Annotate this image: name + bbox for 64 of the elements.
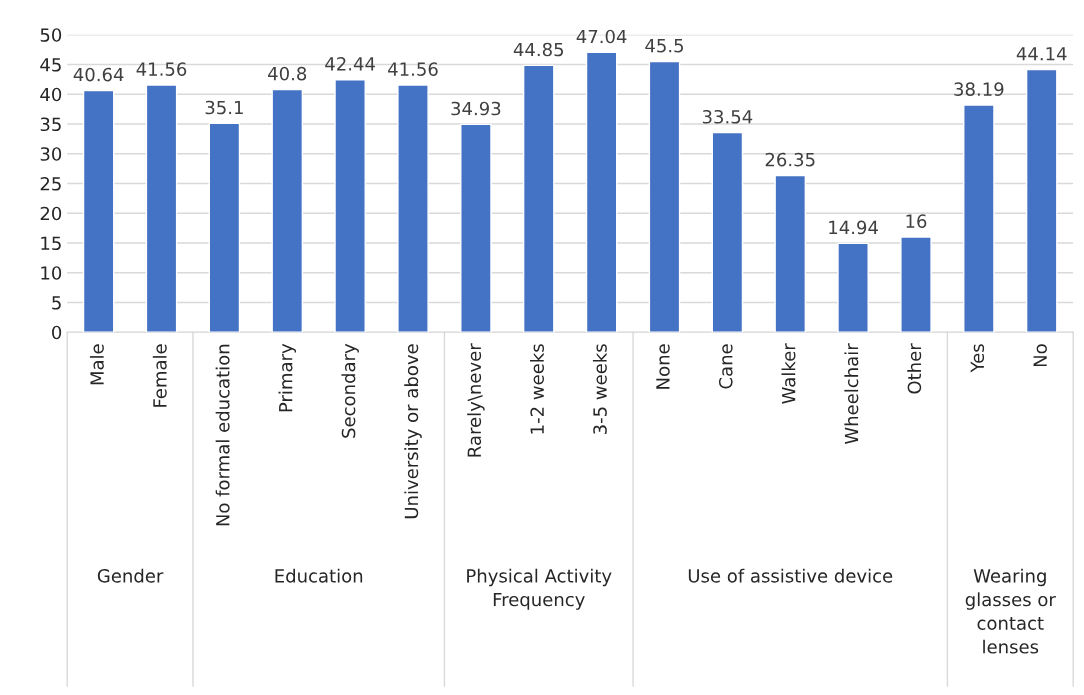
bar — [82, 89, 115, 333]
bar — [1025, 68, 1058, 333]
bar — [585, 51, 618, 333]
bar — [648, 60, 681, 333]
data-label: 26.35 — [765, 152, 815, 167]
data-label: 40.8 — [268, 66, 307, 81]
y-tick-label: 25 — [40, 176, 61, 191]
bar — [522, 64, 555, 333]
y-tick-label: 40 — [40, 87, 62, 102]
text: Gender — [97, 568, 164, 583]
bar — [397, 84, 429, 333]
data-label: 34.93 — [451, 101, 501, 116]
x-tick-label: Other — [907, 343, 922, 394]
y-tick-label: 10 — [41, 266, 62, 280]
x-tick-label: No — [1033, 344, 1047, 367]
text: Use of assistive device — [688, 568, 893, 583]
x-tick-label: None — [656, 344, 670, 389]
bar — [774, 174, 807, 333]
x-tick-label: 3-5 weeks — [592, 344, 607, 435]
text: Wearing glasses or contact lenses — [965, 568, 1056, 654]
data-label: 44.14 — [1016, 47, 1067, 61]
data-label: 41.56 — [388, 62, 438, 76]
data-label: 40.64 — [73, 67, 124, 82]
x-tick-label: Yes — [970, 344, 985, 373]
y-tick-label: 30 — [40, 147, 62, 161]
x-tick-label: Cane — [718, 344, 733, 389]
data-label: 41.56 — [136, 62, 187, 76]
y-tick-label: 50 — [40, 28, 62, 42]
y-tick-label: 45 — [40, 58, 61, 72]
y-tick-label: 5 — [52, 296, 61, 310]
x-tick-label: Walker — [781, 343, 796, 404]
x-tick-label: Male — [89, 344, 104, 385]
x-tick-label: Wheelchair — [844, 343, 859, 445]
text: Education — [275, 568, 363, 583]
bar — [963, 104, 995, 333]
y-tick-label: 20 — [40, 206, 62, 221]
x-tick-label: 1-2 weeks — [530, 344, 544, 434]
bar — [837, 242, 869, 333]
bar — [900, 236, 932, 333]
y-tick-label: 35 — [40, 117, 61, 132]
x-tick-label: No formal education — [215, 344, 230, 526]
data-label: 45.5 — [645, 39, 684, 53]
data-label: 33.54 — [702, 109, 753, 124]
y-tick-label: 0 — [52, 325, 62, 340]
bar — [208, 122, 241, 333]
data-label: 42.44 — [325, 57, 375, 71]
bar — [711, 131, 744, 333]
bar — [334, 79, 366, 333]
text: Physical Activity Frequency — [467, 568, 612, 610]
data-label: 16 — [906, 214, 927, 228]
bar — [145, 84, 178, 333]
bar — [271, 88, 304, 333]
bar — [460, 123, 492, 333]
data-label: 14.94 — [829, 220, 878, 235]
x-tick-label: Secondary — [341, 343, 359, 438]
y-tick-label: 15 — [41, 236, 61, 251]
data-label: 47.04 — [576, 29, 627, 44]
x-tick-label: Rarely\never — [467, 343, 485, 457]
data-label: 38.19 — [954, 82, 1004, 96]
x-tick-label: Female — [152, 344, 167, 407]
data-label: 35.1 — [205, 100, 243, 115]
data-label: 44.85 — [513, 42, 564, 57]
x-tick-label: University or above — [404, 344, 422, 519]
x-tick-label: Primary — [278, 343, 296, 412]
